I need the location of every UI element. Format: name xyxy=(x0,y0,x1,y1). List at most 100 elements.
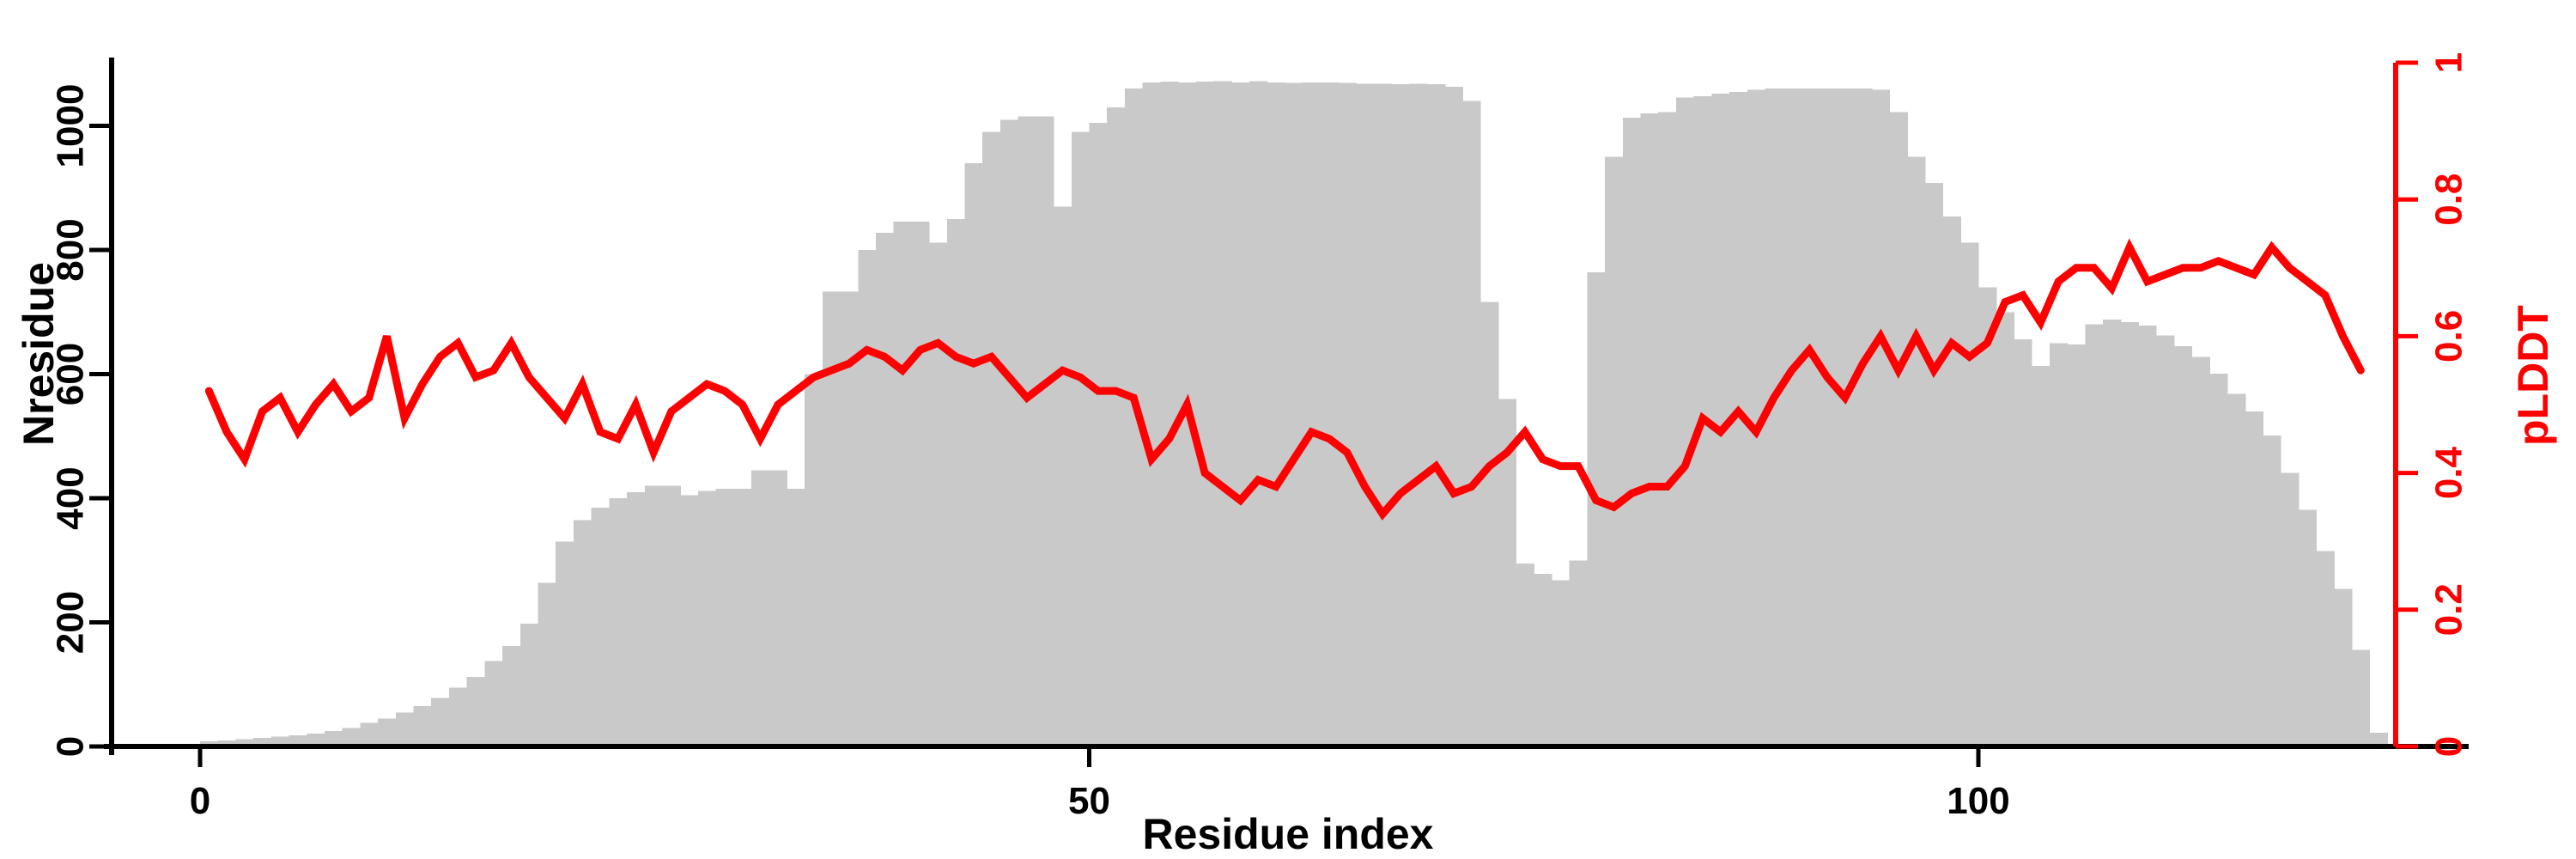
bar xyxy=(217,740,237,746)
bar xyxy=(538,582,556,746)
bar xyxy=(1480,302,1499,746)
bar xyxy=(751,470,770,746)
bar xyxy=(1267,82,1285,747)
bar xyxy=(822,291,841,746)
axes-black xyxy=(104,58,2469,755)
bar xyxy=(858,250,877,746)
bar xyxy=(644,485,664,746)
bar xyxy=(1996,312,2015,746)
bar xyxy=(787,489,805,746)
bar xyxy=(1444,86,1464,747)
bar xyxy=(2120,321,2139,746)
y-axis-title-left: Nresidue xyxy=(15,262,63,446)
bar xyxy=(946,218,966,747)
bar xyxy=(591,507,610,746)
bar xyxy=(2281,472,2300,746)
y-tick-label-left: 1000 xyxy=(50,84,92,168)
bar xyxy=(556,541,574,747)
histogram-bars xyxy=(200,81,2388,747)
bar xyxy=(1747,89,1766,747)
x-tick-label: 100 xyxy=(1947,780,2009,822)
bar xyxy=(466,677,485,746)
bar xyxy=(2156,335,2175,746)
y-tick-label-left: 200 xyxy=(50,591,92,654)
bar xyxy=(253,737,272,746)
bar xyxy=(1960,242,1979,747)
bar xyxy=(1889,112,1908,747)
bar xyxy=(1818,88,1837,746)
bar xyxy=(875,232,895,746)
bar xyxy=(1534,574,1552,746)
bar xyxy=(1213,81,1232,747)
bar xyxy=(573,520,592,746)
bar xyxy=(1160,82,1179,746)
bar xyxy=(2316,551,2335,746)
bar xyxy=(1142,82,1161,747)
bar xyxy=(1409,83,1428,747)
bar xyxy=(1071,131,1091,747)
bar xyxy=(1551,580,1571,746)
bar xyxy=(324,730,343,746)
bar xyxy=(1107,107,1126,746)
bar xyxy=(1640,113,1659,747)
bar xyxy=(1036,116,1054,746)
bar xyxy=(769,470,788,746)
bar xyxy=(1089,122,1108,746)
bar xyxy=(2191,356,2210,746)
bar xyxy=(1942,216,1961,747)
y-tick-label-right: 0.6 xyxy=(2428,310,2470,362)
bar xyxy=(1124,88,1144,746)
bar xyxy=(413,706,432,746)
bar xyxy=(1622,118,1642,747)
bar xyxy=(360,722,379,746)
bar xyxy=(1373,83,1393,747)
bar xyxy=(378,718,397,746)
bar xyxy=(1871,89,1891,747)
bar xyxy=(2334,588,2353,747)
bar xyxy=(805,374,823,746)
bar xyxy=(840,291,859,746)
bar xyxy=(1054,206,1072,747)
bar xyxy=(733,489,752,746)
bar xyxy=(1924,182,1944,747)
bar xyxy=(999,119,1019,746)
bar xyxy=(911,221,930,746)
bar xyxy=(1516,563,1534,746)
bar xyxy=(484,661,503,746)
bar xyxy=(1836,88,1855,746)
bar xyxy=(1675,97,1695,746)
bar xyxy=(2351,649,2371,746)
y-tick-label-right: 1 xyxy=(2428,52,2470,73)
bar xyxy=(2049,343,2069,747)
bar xyxy=(1729,91,1748,746)
bar xyxy=(1426,84,1446,747)
bar xyxy=(697,490,717,746)
bar xyxy=(1783,88,1801,746)
bar xyxy=(1462,101,1481,747)
plddt-line xyxy=(204,238,2365,521)
bar xyxy=(1303,82,1321,747)
bar xyxy=(270,736,290,746)
bar xyxy=(893,221,912,746)
bar xyxy=(1320,82,1340,747)
bar xyxy=(2173,345,2193,746)
bar xyxy=(929,242,948,747)
bar xyxy=(289,735,307,747)
bar xyxy=(1800,88,1820,746)
y-tick-label-right: 0.4 xyxy=(2428,446,2470,499)
x-axis-ticks: 0 50 100 xyxy=(190,746,2010,822)
bar xyxy=(307,733,325,746)
bar xyxy=(715,489,734,746)
bar xyxy=(1711,93,1730,747)
bar xyxy=(1587,272,1606,746)
bar xyxy=(1569,560,1588,746)
y-tick-label-right: 0.8 xyxy=(2428,174,2470,226)
bar xyxy=(342,728,361,747)
bar xyxy=(2369,733,2388,747)
y-tick-label-left: 600 xyxy=(50,343,92,405)
bar xyxy=(982,131,1001,747)
bar xyxy=(627,491,646,746)
bar xyxy=(1285,82,1303,746)
y-axis-ticks-left: 0 200 400 600 800 1000 xyxy=(50,84,112,757)
